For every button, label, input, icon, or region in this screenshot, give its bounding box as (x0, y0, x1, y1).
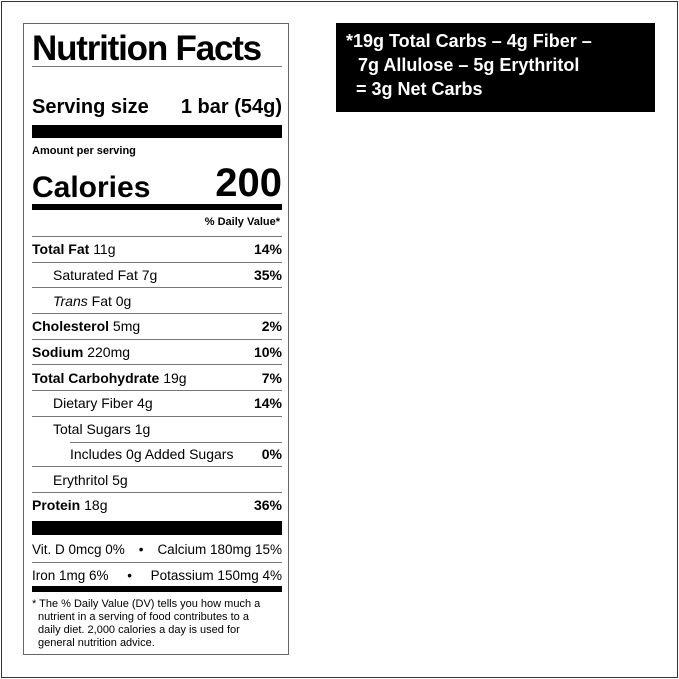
serving-size-value: 1 bar (54g) (180, 96, 282, 118)
nutrient-label: Total Sugars (53, 421, 131, 438)
nutrient-row: Protein 18g 36% (32, 493, 282, 518)
footnote: * The % Daily Value (DV) tells you how m… (32, 598, 282, 650)
nutrient-amount: 4g (137, 395, 153, 412)
nutrient-name: Sodium 220mg (32, 344, 130, 360)
mineral-potassium: Potassium 150mg 4% (150, 568, 282, 583)
bullet-separator: • (127, 568, 132, 583)
nutrient-row: Dietary Fiber 4g 14% (32, 391, 282, 417)
nutrient-amount: 11g (93, 241, 116, 258)
net-carbs-callout: *19g Total Carbs – 4g Fiber – 7g Allulos… (336, 23, 655, 112)
nutrient-amount: 0g (115, 292, 132, 309)
minerals-row: Vit. D 0mcg 0% • Calcium 180mg 15% (32, 542, 282, 557)
nutrient-name: Protein 18g (32, 497, 107, 513)
nutrient-amount: 18g (84, 497, 108, 514)
thick-divider (32, 521, 282, 535)
nutrient-row: Erythritol 5g (32, 467, 282, 493)
nutrition-facts-label: Nutrition Facts Serving size 1 bar (54g)… (23, 23, 289, 655)
nutrient-daily-value: 36% (253, 497, 282, 514)
mineral-calcium: Calcium 180mg 15% (157, 542, 282, 557)
nutrient-row: Cholesterol 5mg 2% (32, 314, 282, 340)
nutrient-daily-value: 35% (253, 267, 282, 284)
nutrient-label: Cholesterol (32, 318, 110, 335)
nutrient-amount: 19g (163, 369, 187, 386)
footnote-line: general nutrition advice. (38, 637, 155, 649)
label-title: Nutrition Facts (32, 29, 262, 68)
nutrient-row: Total Carbohydrate 19g 7% (32, 365, 282, 392)
nutrient-label: Trans (53, 292, 88, 309)
nutrient-daily-value: 10% (253, 344, 282, 361)
divider (32, 236, 282, 237)
minerals-row: Iron 1mg 6% • Potassium 150mg 4% (32, 568, 282, 583)
mineral-vitamin-d: Vit. D 0mcg 0% (32, 542, 125, 557)
serving-size-label: Serving size (32, 96, 149, 118)
nutrient-name: Includes 0g Added Sugars (32, 446, 233, 462)
nutrient-row: Includes 0g Added Sugars 0% (32, 442, 282, 468)
footnote-line: nutrient in a serving of food contribute… (38, 611, 249, 623)
nutrient-name: Saturated Fat 7g (32, 267, 157, 283)
nutrient-rows: Total Fat 11g 14% Saturated Fat 7g 35% Trans… (32, 236, 282, 518)
net-carbs-line: 7g Allulose – 5g Erythritol (358, 55, 580, 75)
nutrient-label-suffix: Fat (91, 292, 112, 309)
medium-divider (32, 586, 282, 592)
serving-size: Serving size 1 bar (54g) (32, 96, 282, 119)
nutrient-label: Protein (32, 497, 81, 514)
mineral-iron: Iron 1mg 6% (32, 568, 109, 583)
thick-divider (32, 125, 282, 138)
nutrient-name: Trans Fat 0g (32, 293, 131, 309)
nutrient-label: Total Fat (32, 241, 90, 258)
nutrient-daily-value: 7% (261, 369, 282, 386)
nutrient-amount: 220mg (87, 344, 131, 361)
nutrient-label: Erythritol (53, 471, 109, 488)
nutrient-row: Total Fat 11g 14% (32, 237, 282, 263)
nutrient-name: Dietary Fiber 4g (32, 395, 153, 411)
nutrient-amount: 5mg (112, 318, 141, 335)
nutrient-daily-value: 14% (253, 241, 282, 258)
nutrient-name: Total Carbohydrate 19g (32, 370, 187, 386)
nutrient-row: Total Sugars 1g (32, 417, 282, 443)
nutrient-label: Dietary Fiber (53, 395, 134, 412)
footnote-line: * The % Daily Value (DV) tells you how m… (32, 598, 261, 610)
nutrient-name: Total Fat 11g (32, 241, 116, 257)
nutrient-label: Sodium (32, 344, 84, 361)
divider (70, 441, 282, 443)
nutrient-daily-value: 2% (261, 318, 282, 335)
nutrient-name: Cholesterol 5mg (32, 318, 140, 334)
net-carbs-line: *19g Total Carbs – 4g Fiber – (346, 31, 592, 51)
nutrient-row: Sodium 220mg 10% (32, 340, 282, 366)
amount-per-serving: Amount per serving (32, 145, 136, 157)
medium-divider (32, 204, 282, 210)
calories-row: Calories 200 (32, 161, 282, 205)
nutrient-name: Total Sugars 1g (32, 421, 150, 437)
nutrient-daily-value: 0% (261, 445, 282, 462)
nutrient-daily-value: 14% (253, 395, 282, 412)
nutrient-label: Includes 0g Added Sugars (70, 445, 234, 462)
nutrient-amount: 1g (134, 421, 151, 438)
divider (32, 562, 282, 563)
nutrient-amount: 7g (141, 267, 158, 284)
nutrient-label: Saturated Fat (53, 267, 138, 284)
nutrient-label: Total Carbohydrate (32, 369, 160, 386)
nutrient-amount: 5g (112, 471, 128, 488)
bullet-separator: • (138, 542, 144, 557)
calories-value: 200 (215, 161, 282, 205)
net-carbs-line: = 3g Net Carbs (356, 79, 483, 99)
footnote-line: daily diet. 2,000 calories a day is used… (38, 624, 240, 636)
daily-value-header: % Daily Value* (204, 216, 280, 228)
nutrient-row: Trans Fat 0g (32, 288, 282, 315)
nutrient-name: Erythritol 5g (32, 472, 128, 488)
nutrient-row: Saturated Fat 7g 35% (32, 263, 282, 289)
calories-label: Calories (32, 171, 151, 204)
divider (32, 66, 282, 67)
